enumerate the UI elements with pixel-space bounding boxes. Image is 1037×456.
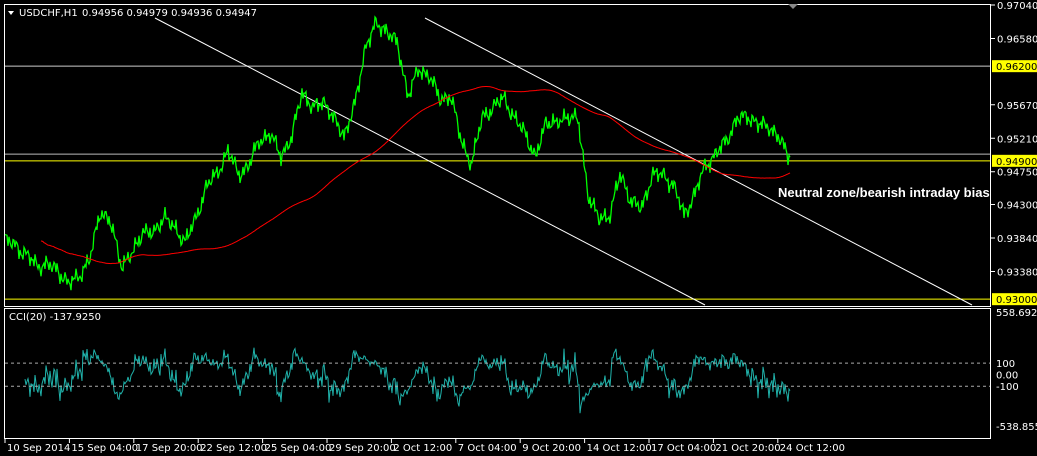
dropdown-arrow-icon[interactable] <box>8 11 14 15</box>
level-label-bg <box>992 154 1037 167</box>
time-tick-label: 21 Oct 20:00 <box>715 443 780 454</box>
cci-tick-label: 558.6924 <box>996 308 1037 319</box>
time-tick-label: 17 Sep 20:00 <box>136 443 203 454</box>
time-tick-label: 15 Sep 04:00 <box>71 443 138 454</box>
cci-tick-label: -100 <box>996 382 1019 393</box>
level-label: 0.93000 <box>996 295 1037 306</box>
level-label: 0.96200 <box>996 62 1037 73</box>
price-tick-label: 0.94750 <box>997 168 1037 179</box>
time-tick-label: 24 Oct 12:00 <box>780 443 845 454</box>
level-label-bg <box>992 293 1037 306</box>
cci-line <box>24 347 791 414</box>
time-tick-label: 7 Oct 04:00 <box>458 443 517 454</box>
time-tick-label: 22 Sep 12:00 <box>200 443 267 454</box>
level-label-bg <box>992 60 1037 73</box>
chart-title: USDCHF,H1 <box>19 8 78 19</box>
main-panel <box>4 4 991 307</box>
price-tick-label: 0.96580 <box>997 34 1037 45</box>
cci-panel <box>4 308 991 439</box>
moving-average-line <box>40 86 791 265</box>
price-tick-label: 0.93840 <box>997 234 1037 245</box>
cci-title: CCI(20) -137.9250 <box>9 312 101 323</box>
time-tick-label: 17 Oct 04:00 <box>651 443 716 454</box>
price-series-line <box>4 15 791 291</box>
channel-lower-trendline <box>154 17 706 306</box>
ohlc-values: 0.94956 0.94979 0.94936 0.94947 <box>82 8 257 19</box>
price-tick-label: 0.95670 <box>997 101 1037 112</box>
time-tick-label: 14 Oct 12:00 <box>587 443 652 454</box>
cci-tick-label: 100 <box>996 359 1015 370</box>
time-tick-label: 9 Oct 20:00 <box>522 443 581 454</box>
time-tick-label: 2 Oct 12:00 <box>393 443 452 454</box>
time-tick-label: 25 Sep 04:00 <box>265 443 332 454</box>
time-tick-label: 10 Sep 2014 <box>7 443 70 454</box>
annotation: Neutral zone/bearish intraday bias <box>778 185 990 200</box>
time-tick-label: 29 Sep 20:00 <box>329 443 396 454</box>
price-tick-label: 0.97040 <box>997 1 1037 12</box>
cci-tick-label: -538.8553 <box>996 422 1037 433</box>
price-tick-label: 0.93380 <box>997 268 1037 279</box>
price-tick-label: 0.94300 <box>997 201 1037 212</box>
cci-tick-label: 0.00 <box>996 371 1018 382</box>
level-label: 0.94900 <box>996 157 1037 168</box>
shift-marker-icon[interactable] <box>788 4 798 9</box>
price-tick-label: 0.95210 <box>997 134 1037 145</box>
